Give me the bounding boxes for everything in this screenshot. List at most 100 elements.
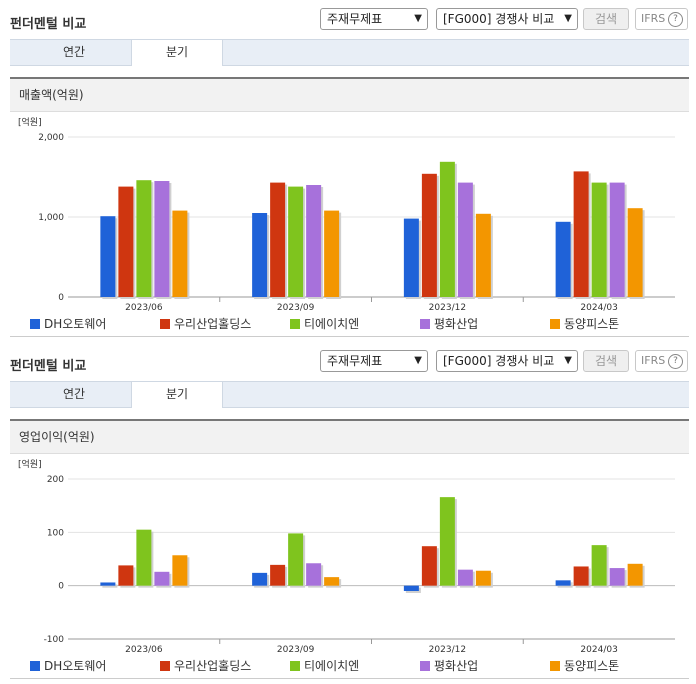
- legend-item[interactable]: 평화산업: [420, 315, 478, 332]
- bar[interactable]: [609, 182, 625, 297]
- legend-label: 평화산업: [434, 317, 479, 331]
- bar[interactable]: [457, 182, 473, 297]
- legend-swatch: [30, 661, 40, 671]
- bar[interactable]: [136, 529, 152, 586]
- bar[interactable]: [270, 564, 286, 586]
- bar[interactable]: [172, 555, 188, 586]
- bar[interactable]: [100, 216, 116, 297]
- x-tick-label: 2023/06: [125, 303, 163, 313]
- bar[interactable]: [288, 533, 304, 586]
- search-button[interactable]: 검색: [583, 8, 629, 30]
- search-button[interactable]: 검색: [583, 350, 629, 372]
- legend-label: 평화산업: [434, 659, 479, 673]
- chart-container: 영업이익(억원) [억원] -100 0 100 200 2023/06 2023/09 20…: [10, 419, 689, 679]
- legend-item[interactable]: 동양피스톤: [550, 315, 619, 332]
- bar[interactable]: [555, 580, 571, 586]
- bar[interactable]: [573, 566, 589, 586]
- bar[interactable]: [555, 221, 571, 297]
- bar[interactable]: [118, 565, 134, 586]
- chart-container: 매출액(억원) [억원] 0 1,000 2,000 2023/06 2023/09 202…: [10, 77, 689, 337]
- legend-label: 티에이치엔: [304, 659, 360, 673]
- x-tick-label: 2024/03: [580, 645, 617, 655]
- bar[interactable]: [627, 208, 643, 297]
- legend-swatch: [290, 319, 300, 329]
- bar[interactable]: [609, 568, 625, 586]
- chevron-down-icon: ▼: [414, 13, 422, 24]
- legend-item[interactable]: 동양피스톤: [550, 657, 619, 674]
- y-tick-label: 2,000: [38, 133, 64, 143]
- peer-select-value: [FG000] 경쟁사 비교: [443, 12, 555, 26]
- legend-item[interactable]: 평화산업: [420, 657, 478, 674]
- legend-label: 티에이치엔: [304, 317, 360, 331]
- bar[interactable]: [306, 185, 322, 297]
- bar[interactable]: [421, 546, 437, 586]
- statement-select[interactable]: 주재무제표 ▼: [320, 350, 428, 372]
- peer-select[interactable]: [FG000] 경쟁사 비교 ▼: [436, 8, 578, 30]
- statement-select-value: 주재무제표: [327, 12, 383, 26]
- bar[interactable]: [252, 572, 268, 586]
- bar[interactable]: [118, 186, 134, 297]
- legend-item[interactable]: DH오토웨어: [30, 657, 106, 674]
- tab-quarterly[interactable]: 분기: [131, 39, 223, 66]
- bar[interactable]: [475, 213, 491, 297]
- bar[interactable]: [324, 577, 340, 586]
- bar[interactable]: [573, 171, 589, 297]
- bar[interactable]: [252, 213, 268, 297]
- bar[interactable]: [270, 182, 286, 297]
- legend-item[interactable]: 우리산업홀딩스: [160, 315, 251, 332]
- y-tick-label: 1,000: [38, 213, 64, 223]
- bar[interactable]: [288, 186, 304, 297]
- fundamental-panel-sales: 펀더멘털 비교 주재무제표 ▼ [FG000] 경쟁사 비교 ▼ 검색 IFRS…: [10, 8, 689, 337]
- bar[interactable]: [136, 180, 152, 297]
- peer-select[interactable]: [FG000] 경쟁사 비교 ▼: [436, 350, 578, 372]
- legend-item[interactable]: 우리산업홀딩스: [160, 657, 251, 674]
- tab-annual[interactable]: 연간: [62, 387, 86, 401]
- y-unit-label: [억원]: [18, 458, 42, 470]
- bar[interactable]: [100, 582, 116, 586]
- bar[interactable]: [324, 210, 340, 297]
- bar[interactable]: [591, 545, 607, 586]
- legend-item[interactable]: DH오토웨어: [30, 315, 106, 332]
- bar-chart-operating-profit: [억원] -100 0 100 200 2023/06 2023/09 2023/12 2024…: [18, 458, 675, 655]
- bar[interactable]: [457, 569, 473, 586]
- chart-title: 영업이익(억원): [10, 421, 689, 454]
- bar[interactable]: [475, 570, 491, 586]
- x-tick-label: 2023/09: [277, 303, 315, 313]
- bar[interactable]: [403, 585, 419, 591]
- legend-item[interactable]: 티에이치엔: [290, 315, 359, 332]
- help-icon[interactable]: ?: [668, 354, 683, 369]
- bar[interactable]: [172, 210, 188, 297]
- help-icon[interactable]: ?: [668, 12, 683, 27]
- ifrs-button[interactable]: IFRS ?: [635, 350, 688, 372]
- legend-label: 우리산업홀딩스: [174, 317, 252, 331]
- legend-swatch: [160, 661, 170, 671]
- fundamental-panel-operating-profit: 펀더멘털 비교 주재무제표 ▼ [FG000] 경쟁사 비교 ▼ 검색 IFRS…: [0, 342, 696, 684]
- legend-swatch: [30, 319, 40, 329]
- y-tick-label: 200: [47, 475, 64, 485]
- legend-swatch: [160, 319, 170, 329]
- x-tick-label: 2023/12: [429, 303, 466, 313]
- legend-item[interactable]: 티에이치엔: [290, 657, 359, 674]
- legend-label: DH오토웨어: [44, 317, 107, 331]
- tab-annual[interactable]: 연간: [62, 45, 86, 59]
- bar[interactable]: [627, 563, 643, 586]
- legend-swatch: [550, 661, 560, 671]
- tab-quarterly[interactable]: 분기: [131, 381, 223, 408]
- ifrs-button[interactable]: IFRS ?: [635, 8, 688, 30]
- bar[interactable]: [154, 571, 170, 586]
- bar[interactable]: [154, 181, 170, 297]
- y-tick-label: 0: [58, 293, 64, 303]
- y-tick-label: 100: [47, 528, 64, 538]
- bar[interactable]: [439, 161, 455, 297]
- legend-swatch: [420, 319, 430, 329]
- y-tick-label: -100: [44, 635, 65, 645]
- statement-select[interactable]: 주재무제표 ▼: [320, 8, 428, 30]
- y-tick-label: 0: [58, 582, 64, 592]
- bar[interactable]: [403, 218, 419, 297]
- bar[interactable]: [439, 497, 455, 586]
- bar[interactable]: [591, 182, 607, 297]
- bar[interactable]: [306, 563, 322, 586]
- bar[interactable]: [421, 173, 437, 297]
- legend-label: 동양피스톤: [564, 659, 620, 673]
- chevron-down-icon: ▼: [414, 355, 422, 366]
